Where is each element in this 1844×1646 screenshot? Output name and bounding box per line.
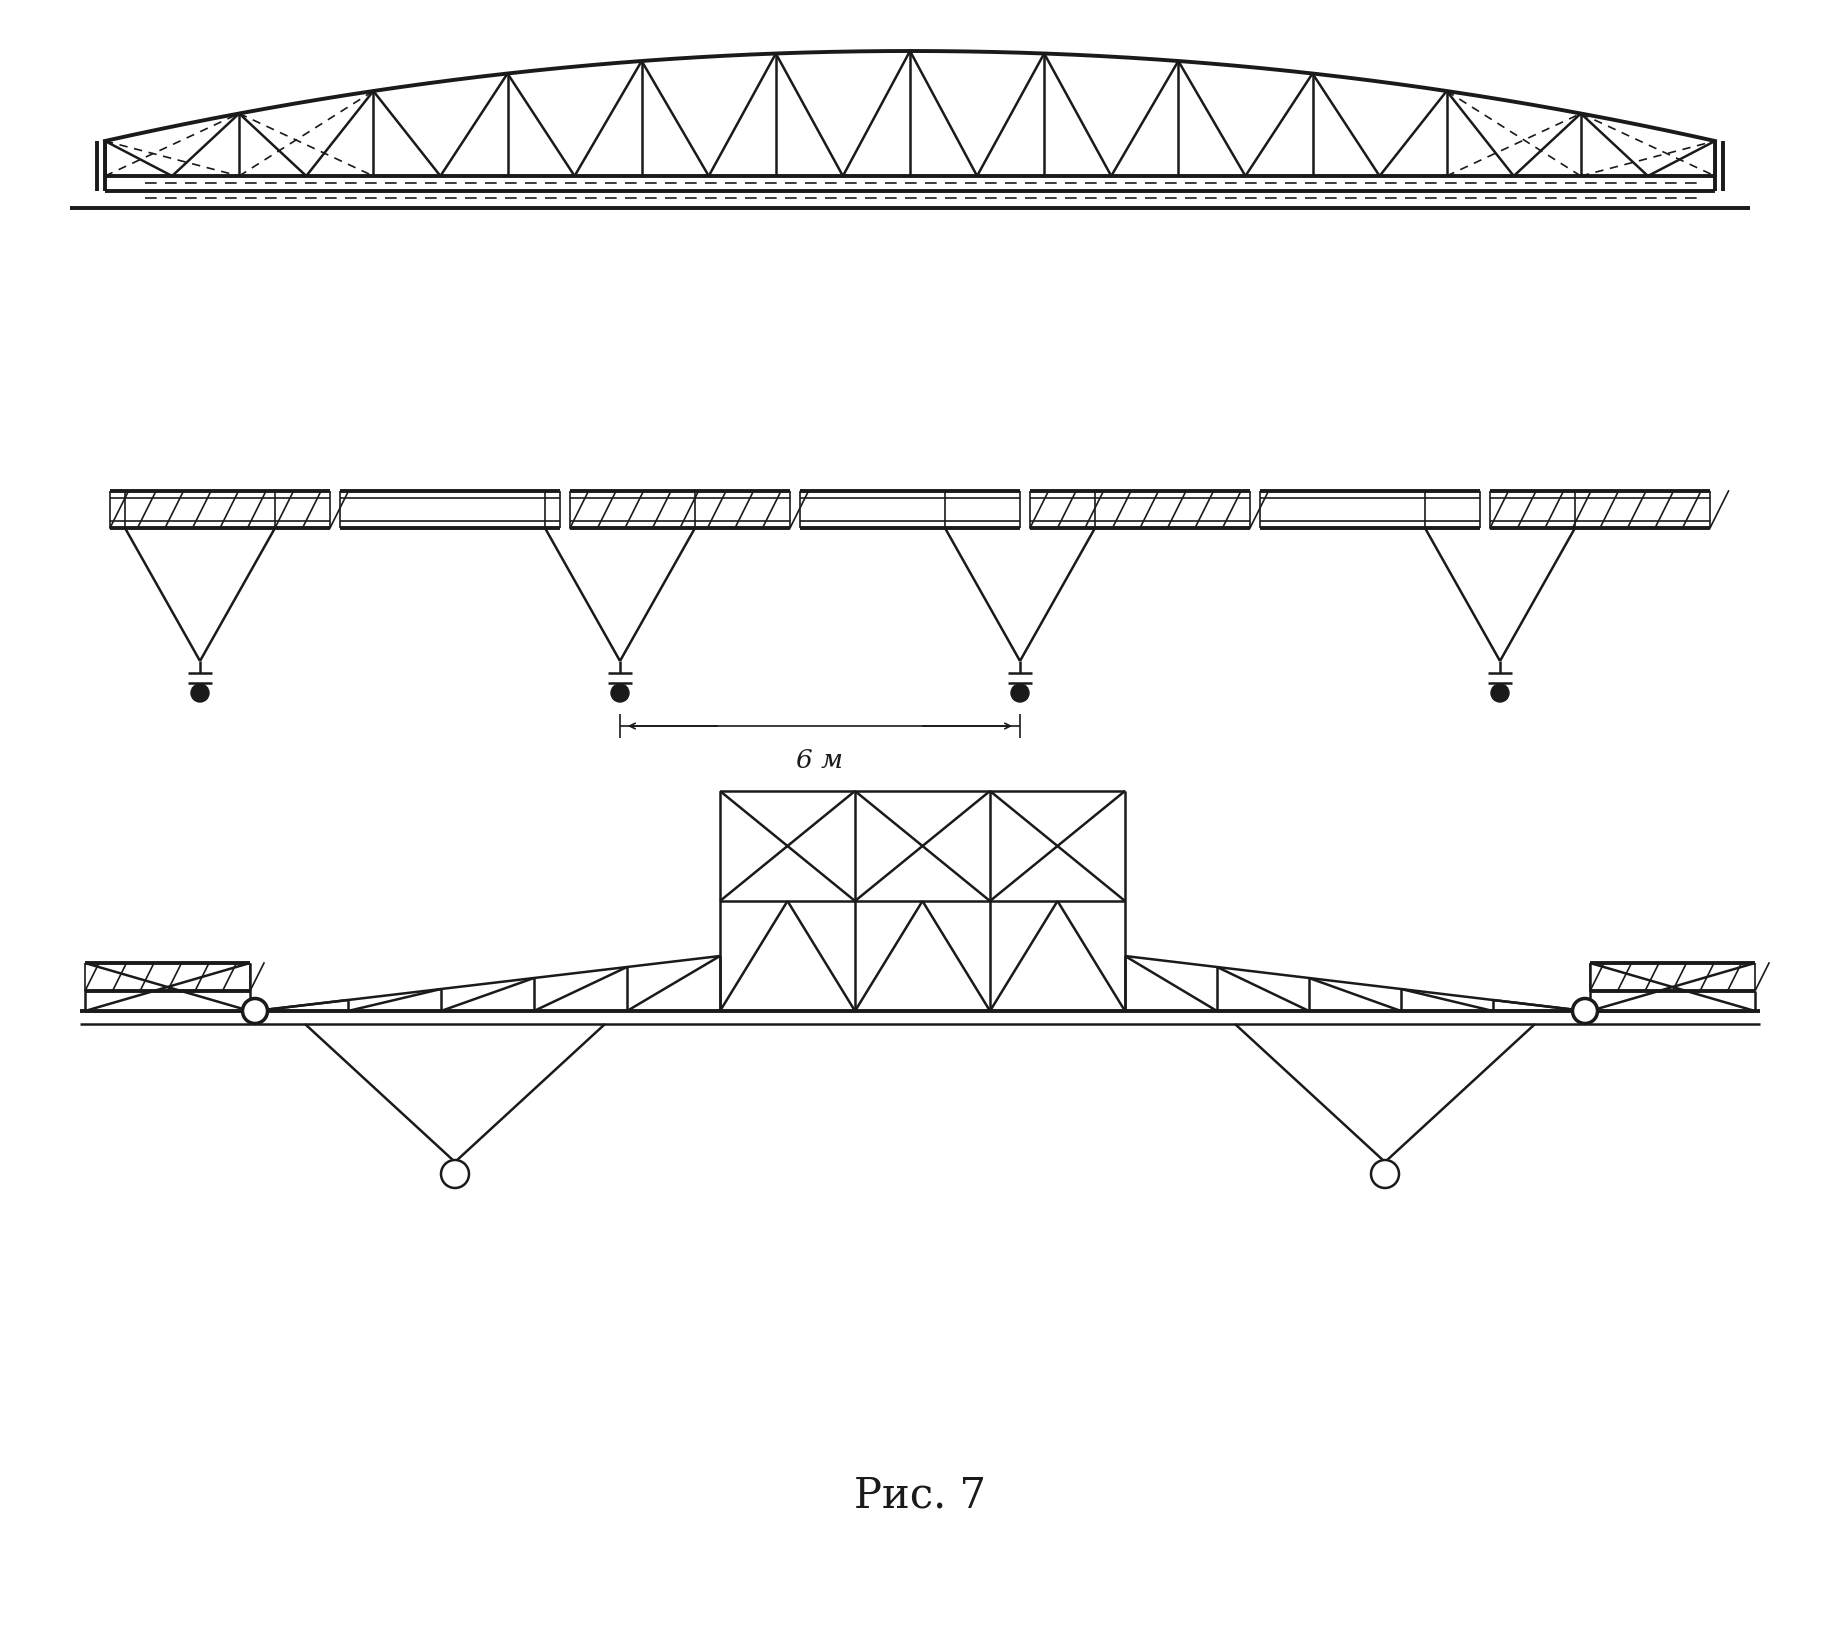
Circle shape xyxy=(1573,999,1597,1024)
Circle shape xyxy=(1370,1160,1400,1188)
Circle shape xyxy=(441,1160,468,1188)
Circle shape xyxy=(243,999,267,1024)
Circle shape xyxy=(242,997,267,1024)
Circle shape xyxy=(1571,997,1599,1024)
Circle shape xyxy=(192,685,208,701)
Circle shape xyxy=(1492,685,1508,701)
Circle shape xyxy=(610,685,629,701)
Text: 6 м: 6 м xyxy=(797,747,843,774)
Circle shape xyxy=(1011,685,1029,701)
Text: Рис. 7: Рис. 7 xyxy=(854,1475,987,1518)
